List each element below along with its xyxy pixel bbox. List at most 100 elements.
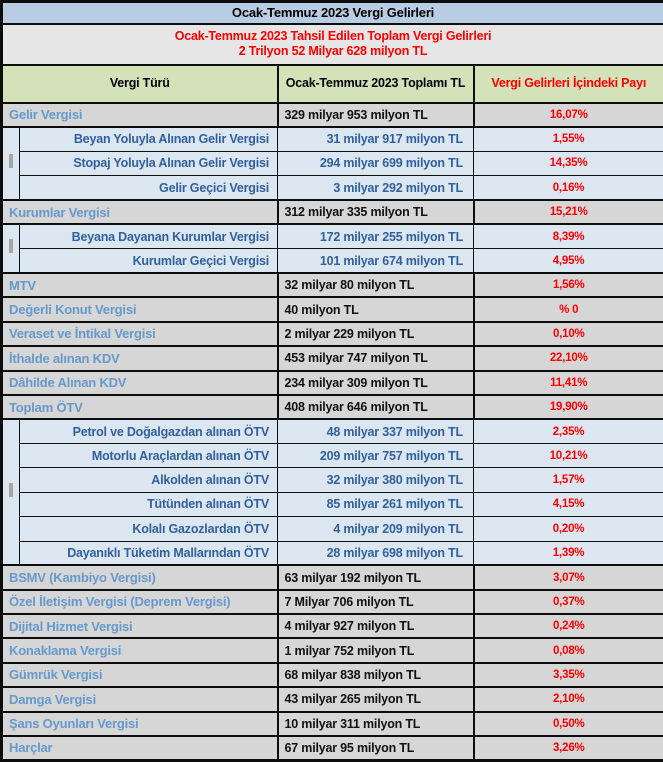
tax-name: Gelir Geçici Vergisi xyxy=(19,175,278,201)
tax-name: Harçlar xyxy=(0,734,279,762)
tax-name: Değerli Konut Vergisi xyxy=(0,296,279,323)
tax-amount: 68 milyar 838 milyon TL xyxy=(276,661,475,689)
outline-dash-icon xyxy=(9,482,13,497)
tax-name: Damga Vergisi xyxy=(0,686,279,713)
tax-amount: 40 milyon TL xyxy=(276,296,475,323)
tax-share: 2,35% xyxy=(473,418,663,445)
tax-amount: 101 milyar 674 milyon TL xyxy=(277,248,474,274)
table-subrow: Stopaj Yoluyla Alınan Gelir Vergisi 294 … xyxy=(2,150,663,177)
tax-amount: 7 Milyar 706 milyon TL xyxy=(276,588,475,616)
tax-amount: 234 milyar 309 milyon TL xyxy=(276,369,475,396)
tax-name: Alkolden alınan ÖTV xyxy=(19,467,278,493)
table-row: Değerli Konut Vergisi 40 milyon TL % 0 xyxy=(0,296,663,323)
tax-share: 0,10% xyxy=(472,320,663,348)
tax-amount: 63 milyar 192 milyon TL xyxy=(276,564,475,591)
tax-amount: 31 milyar 917 milyon TL xyxy=(277,126,474,152)
tax-name: Gelir Vergisi xyxy=(0,101,279,128)
tax-amount: 32 milyar 380 milyon TL xyxy=(277,467,474,493)
tax-share: 1,57% xyxy=(473,467,663,493)
tax-amount: 85 milyar 261 milyon TL xyxy=(277,491,474,518)
tax-name: Petrol ve Doğalgazdan alınan ÖTV xyxy=(19,418,278,445)
tax-name: MTV xyxy=(0,272,279,299)
tax-share: 4,15% xyxy=(473,491,663,518)
tax-share: 3,35% xyxy=(472,661,663,689)
group-outline-marker xyxy=(1,223,20,274)
table-row: Gelir Vergisi 329 milyar 953 milyon TL 1… xyxy=(0,101,663,128)
tax-share: 0,16% xyxy=(473,175,663,201)
tax-name: Tütünden alınan ÖTV xyxy=(19,491,278,518)
tax-name: Toplam ÖTV xyxy=(0,393,279,421)
col-header-total: Ocak-Temmuz 2023 Toplamı TL xyxy=(276,63,475,104)
tax-amount: 3 milyar 292 milyon TL xyxy=(277,175,474,201)
tax-name: Özel İletişim Vergisi (Deprem Vergisi) xyxy=(0,588,279,616)
tax-share: 19,90% xyxy=(472,393,663,421)
tax-name: Dayanıklı Tüketim Mallarından ÖTV xyxy=(19,540,278,566)
tax-share: 8,39% xyxy=(473,223,663,250)
table-row: Dijital Hizmet Vergisi 4 milyar 927 mily… xyxy=(0,613,663,640)
table-row: Gümrük Vergisi 68 milyar 838 milyon TL 3… xyxy=(0,661,663,689)
tax-name: Motorlu Araçlardan alınan ÖTV xyxy=(19,443,278,469)
table-subrow: Petrol ve Doğalgazdan alınan ÖTV 48 mily… xyxy=(1,418,663,566)
table-subrow: Tütünden alınan ÖTV 85 milyar 261 milyon… xyxy=(2,491,663,518)
tax-share: 3,07% xyxy=(472,564,663,591)
tax-name: Kolalı Gazozlardan ÖTV xyxy=(19,516,278,542)
group-outline-marker xyxy=(1,418,20,566)
tax-share: % 0 xyxy=(472,296,663,323)
banner-line1: Ocak-Temmuz 2023 Tahsil Edilen Toplam Ve… xyxy=(174,28,492,43)
table-row: Toplam ÖTV 408 milyar 646 milyon TL 19,9… xyxy=(0,393,663,421)
tax-share: 0,08% xyxy=(472,637,663,664)
tax-name: İthalde alınan KDV xyxy=(0,345,279,372)
tax-share: 1,56% xyxy=(472,272,663,299)
table-subrow: Motorlu Araçlardan alınan ÖTV 209 milyar… xyxy=(2,443,663,469)
tax-amount: 209 milyar 757 milyon TL xyxy=(277,443,474,469)
tax-name: Kurumlar Vergisi xyxy=(0,198,279,226)
table-row: Veraset ve İntikal Vergisi 2 milyar 229 … xyxy=(0,320,663,348)
tax-share: 1,39% xyxy=(473,540,663,566)
table-row: Şans Oyunları Vergisi 10 milyar 311 mily… xyxy=(0,710,663,737)
tax-amount: 32 milyar 80 milyon TL xyxy=(276,272,475,299)
tax-amount: 1 milyar 752 milyon TL xyxy=(276,637,475,664)
tax-share: 2,10% xyxy=(472,686,663,713)
tax-name: Dijital Hizmet Vergisi xyxy=(0,613,279,640)
table-row: BSMV (Kambiyo Vergisi) 63 milyar 192 mil… xyxy=(0,564,663,591)
tax-name: Şans Oyunları Vergisi xyxy=(0,710,279,737)
tax-share: 16,07% xyxy=(472,101,663,128)
col-header-tax-type: Vergi Türü xyxy=(0,63,279,104)
table-subrow: Beyan Yoluyla Alınan Gelir Vergisi 31 mi… xyxy=(1,126,663,201)
table-row: Dâhilde Alınan KDV 234 milyar 309 milyon… xyxy=(0,369,663,396)
table-subrow: Kurumlar Geçici Vergisi 101 milyar 674 m… xyxy=(2,248,663,274)
tax-amount: 408 milyar 646 milyon TL xyxy=(276,393,475,421)
tax-share: 1,55% xyxy=(473,126,663,152)
tax-name: Gümrük Vergisi xyxy=(0,661,279,689)
table-row: Kurumlar Vergisi 312 milyar 335 milyon T… xyxy=(0,198,663,226)
tax-share: 15,21% xyxy=(472,198,663,226)
tax-name: Veraset ve İntikal Vergisi xyxy=(0,320,279,348)
column-header-row: Vergi Türü Ocak-Temmuz 2023 Toplamı TL V… xyxy=(0,63,663,104)
tax-amount: 294 milyar 699 milyon TL xyxy=(277,150,474,177)
banner-line2: 2 Trilyon 52 Milyar 628 milyon TL xyxy=(238,44,428,59)
tax-share: 0,50% xyxy=(472,710,663,737)
table-row: İthalde alınan KDV 453 milyar 747 milyon… xyxy=(0,345,663,372)
tax-name: Beyan Yoluyla Alınan Gelir Vergisi xyxy=(19,126,278,152)
tax-name: Konaklama Vergisi xyxy=(0,637,279,664)
tax-share: 22,10% xyxy=(472,345,663,372)
tax-name: Beyana Dayanan Kurumlar Vergisi xyxy=(19,223,278,250)
table-row: Damga Vergisi 43 milyar 265 milyon TL 2,… xyxy=(0,686,663,713)
group-outline-marker xyxy=(1,126,20,201)
tax-amount: 48 milyar 337 milyon TL xyxy=(277,418,474,445)
page-title: Ocak-Temmuz 2023 Vergi Gelirleri xyxy=(0,0,663,25)
tax-share: 10,21% xyxy=(473,443,663,469)
table-subrow: Alkolden alınan ÖTV 32 milyar 380 milyon… xyxy=(2,467,663,493)
tax-amount: 28 milyar 698 milyon TL xyxy=(277,540,474,566)
tax-name: BSMV (Kambiyo Vergisi) xyxy=(0,564,279,591)
table-row: Harçlar 67 milyar 95 milyon TL 3,26% xyxy=(0,734,663,762)
title-row: Ocak-Temmuz 2023 Vergi Gelirleri xyxy=(0,0,663,25)
tax-amount: 4 milyar 927 milyon TL xyxy=(276,613,475,640)
outline-dash-icon xyxy=(9,153,13,168)
table-row: Özel İletişim Vergisi (Deprem Vergisi) 7… xyxy=(0,588,663,616)
tax-amount: 312 milyar 335 milyon TL xyxy=(276,198,475,226)
tax-amount: 43 milyar 265 milyon TL xyxy=(276,686,475,713)
col-header-share: Vergi Gelirleri İçindeki Payı xyxy=(472,63,663,104)
tax-name: Stopaj Yoluyla Alınan Gelir Vergisi xyxy=(19,150,278,177)
